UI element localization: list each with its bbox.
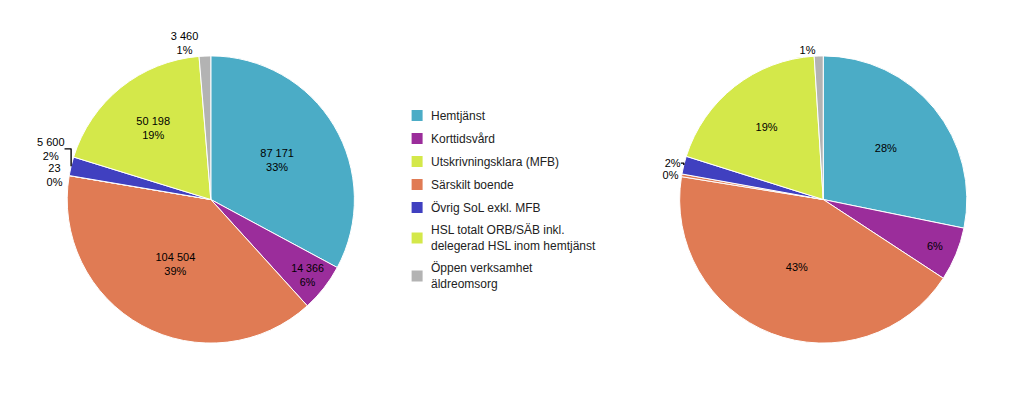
svg-text:50 19819%: 50 19819% <box>136 115 170 141</box>
svg-text:Hemtjänst: Hemtjänst <box>431 109 486 123</box>
svg-text:Övrig SoL exkl. MFB: Övrig SoL exkl. MFB <box>431 201 541 215</box>
svg-text:5 6002%: 5 6002% <box>37 136 65 162</box>
svg-text:6%: 6% <box>927 240 943 252</box>
svg-text:2%: 2% <box>665 157 681 169</box>
svg-text:230%: 230% <box>47 162 63 188</box>
svg-text:19%: 19% <box>756 121 778 133</box>
svg-text:3 4601%: 3 4601% <box>171 30 199 56</box>
svg-text:0%: 0% <box>663 169 679 181</box>
svg-text:14 3666%: 14 3666% <box>291 262 324 288</box>
svg-text:Särskilt boende: Särskilt boende <box>431 178 514 192</box>
svg-text:28%: 28% <box>875 142 897 154</box>
svg-text:87 17133%: 87 17133% <box>260 147 294 173</box>
svg-text:Öppen verksamhetäldreomsorg: Öppen verksamhetäldreomsorg <box>431 261 533 291</box>
svg-text:43%: 43% <box>786 261 808 273</box>
svg-text:1%: 1% <box>800 44 816 56</box>
svg-text:Utskrivningsklara (MFB): Utskrivningsklara (MFB) <box>431 155 559 169</box>
svg-text:HSL totalt ORB/SÄB inkl.delege: HSL totalt ORB/SÄB inkl.delegerad HSL in… <box>431 223 596 253</box>
svg-text:104 50439%: 104 50439% <box>155 251 195 277</box>
svg-text:Korttidsvård: Korttidsvård <box>431 132 495 146</box>
